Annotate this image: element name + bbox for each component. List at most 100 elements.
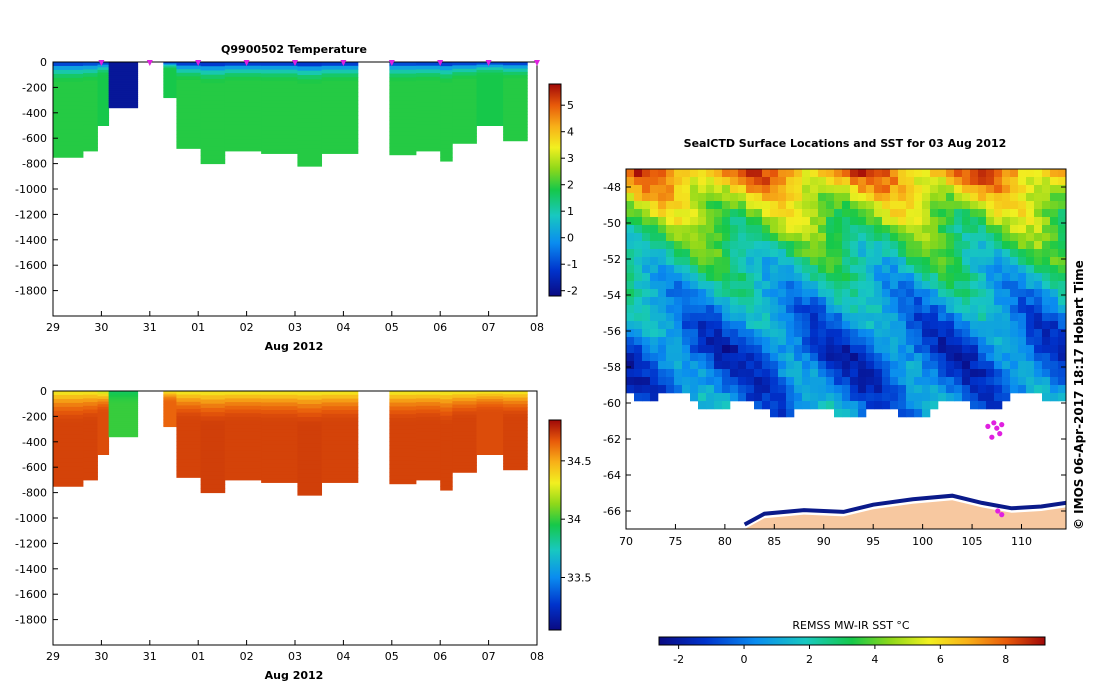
sst-cell bbox=[722, 217, 731, 226]
profile-cell bbox=[163, 401, 177, 404]
sst-cell bbox=[858, 209, 867, 218]
sst-cell bbox=[802, 297, 811, 306]
profile-cell bbox=[452, 397, 477, 402]
profile-cell bbox=[452, 122, 477, 127]
sst-cell bbox=[858, 201, 867, 210]
sst-cell bbox=[914, 257, 923, 266]
sst-cell bbox=[810, 353, 819, 362]
profile-cell bbox=[321, 474, 359, 480]
sst-cell bbox=[930, 257, 939, 266]
profile-cell bbox=[476, 99, 504, 103]
sst-cell bbox=[746, 257, 755, 266]
sst-cell bbox=[946, 337, 955, 346]
sst-cell bbox=[730, 169, 739, 178]
profile-cell bbox=[261, 130, 298, 135]
profile-cell bbox=[476, 117, 504, 121]
profile-cell bbox=[452, 78, 477, 83]
profile-cell bbox=[200, 488, 226, 494]
profile-cell bbox=[176, 87, 202, 92]
profile-11 bbox=[321, 391, 359, 483]
profile-cell bbox=[321, 130, 359, 135]
profile-cell bbox=[416, 409, 441, 414]
sst-cell bbox=[866, 393, 875, 402]
sst-cell bbox=[714, 305, 723, 314]
profile-cell bbox=[452, 112, 477, 117]
profile-cell bbox=[108, 81, 139, 84]
profile-cell bbox=[53, 398, 84, 404]
sst-cell bbox=[682, 217, 691, 226]
sst-cell bbox=[650, 337, 659, 346]
sst-cell bbox=[802, 345, 811, 354]
profile-cell bbox=[452, 462, 477, 467]
sst-cell bbox=[914, 361, 923, 370]
sst-cell bbox=[706, 281, 715, 290]
sst-cell bbox=[810, 369, 819, 378]
sst-cell bbox=[938, 177, 947, 186]
sst-cell bbox=[946, 201, 955, 210]
sst-cell bbox=[882, 257, 891, 266]
sst-cell bbox=[970, 233, 979, 242]
sst-cell bbox=[786, 225, 795, 234]
profile-cell bbox=[389, 460, 417, 465]
profile-cell bbox=[53, 93, 84, 99]
profile-cell bbox=[83, 99, 98, 104]
profile-cell bbox=[416, 450, 441, 455]
sst-cell bbox=[794, 337, 803, 346]
profile-cell bbox=[416, 80, 441, 85]
sst-cell bbox=[714, 281, 723, 290]
sst-cell bbox=[634, 185, 643, 194]
profile-cell bbox=[163, 73, 177, 76]
sst-cell bbox=[722, 337, 731, 346]
profile-cell bbox=[440, 485, 453, 491]
sst-cell bbox=[682, 241, 691, 250]
profile-cell bbox=[97, 433, 110, 437]
profile-cell bbox=[261, 84, 298, 90]
sst-cell bbox=[698, 297, 707, 306]
profile-cell bbox=[53, 133, 84, 138]
profile-cell bbox=[503, 62, 528, 66]
sst-cell bbox=[810, 185, 819, 194]
sst-cell bbox=[882, 337, 891, 346]
profile-cell bbox=[200, 125, 226, 131]
sst-cell bbox=[1034, 217, 1043, 226]
sst-cell bbox=[1042, 257, 1051, 266]
sst-cell bbox=[842, 369, 851, 378]
sst-cell bbox=[914, 225, 923, 234]
sst-cell bbox=[634, 265, 643, 274]
sst-cell bbox=[1042, 321, 1051, 330]
sst-cell bbox=[882, 305, 891, 314]
sst-cell bbox=[954, 305, 963, 314]
sst-cell bbox=[746, 249, 755, 258]
profile-cell bbox=[416, 87, 441, 93]
x-tick-label: 08 bbox=[530, 650, 544, 663]
profile-cell bbox=[297, 122, 323, 128]
profile-12 bbox=[389, 391, 417, 485]
profile-cell bbox=[176, 423, 202, 428]
sst-cell bbox=[802, 185, 811, 194]
profile-cell bbox=[389, 479, 417, 485]
sst-cell bbox=[634, 233, 643, 242]
profile-cell bbox=[321, 451, 359, 457]
sst-cell bbox=[1018, 313, 1027, 322]
profile-cell bbox=[452, 139, 477, 144]
sst-cell bbox=[746, 265, 755, 274]
sst-cell bbox=[906, 185, 915, 194]
sst-cell bbox=[626, 193, 635, 202]
sst-cell bbox=[946, 385, 955, 394]
profile-cell bbox=[503, 400, 528, 405]
profile-cell bbox=[261, 432, 298, 438]
colorbar-tick-label: 4 bbox=[567, 126, 574, 139]
profile-cell bbox=[200, 70, 226, 76]
sst-cell bbox=[898, 249, 907, 258]
sst-cell bbox=[714, 225, 723, 234]
sst-cell bbox=[922, 337, 931, 346]
sst-cell bbox=[994, 345, 1003, 354]
sst-cell bbox=[914, 401, 923, 410]
sst-cell bbox=[1042, 329, 1051, 338]
sst-cell bbox=[786, 289, 795, 298]
profile-cell bbox=[261, 391, 298, 396]
sst-cell bbox=[1010, 369, 1019, 378]
sst-cell bbox=[938, 345, 947, 354]
sst-cell bbox=[706, 305, 715, 314]
sst-cell bbox=[818, 369, 827, 378]
